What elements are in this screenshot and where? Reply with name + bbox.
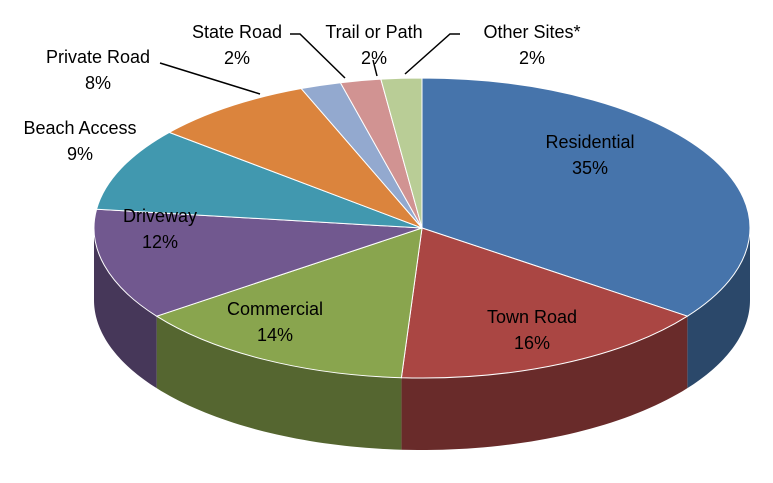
data-label-name: Driveway (123, 206, 197, 226)
data-label-value: 9% (67, 144, 93, 164)
slice-beach-access[interactable] (95, 131, 423, 229)
slice-side-driveway (94, 228, 157, 389)
data-label-name: Residential (545, 132, 634, 152)
leader-line (404, 33, 460, 75)
leader-line (290, 33, 346, 79)
slice-private-road[interactable] (168, 87, 423, 229)
pie-sides (94, 228, 750, 450)
leader-lines (159, 33, 460, 95)
slice-town-road[interactable] (400, 227, 689, 379)
slice-other-sites-[interactable] (380, 77, 423, 229)
data-label-value: 8% (85, 73, 111, 93)
data-label-value: 14% (257, 325, 293, 345)
slice-side-commercial (156, 316, 402, 450)
slice-commercial[interactable] (155, 227, 423, 379)
data-label-value: 35% (572, 158, 608, 178)
data-label-name: Other Sites* (483, 22, 580, 42)
data-label-name: State Road (192, 22, 282, 42)
data-label-name: Private Road (46, 47, 150, 67)
pie-tops (93, 77, 751, 379)
slice-residential[interactable] (421, 77, 751, 317)
data-label-value: 2% (361, 48, 387, 68)
data-label-name: Commercial (227, 299, 323, 319)
data-label-value: 16% (514, 333, 550, 353)
data-labels: Residential 35% Town Road 16% Commercial 14% D… (23, 22, 634, 353)
data-label-name: Beach Access (23, 118, 136, 138)
slice-side-residential (687, 228, 750, 389)
leader-line (159, 62, 261, 95)
data-label-name: Trail or Path (325, 22, 422, 42)
data-label-value: 2% (519, 48, 545, 68)
data-label-value: 12% (142, 232, 178, 252)
data-label-value: 2% (224, 48, 250, 68)
slice-driveway[interactable] (93, 208, 423, 317)
slice-side-town-road (401, 316, 688, 450)
leader-line (372, 59, 378, 77)
data-label-name: Town Road (487, 307, 577, 327)
